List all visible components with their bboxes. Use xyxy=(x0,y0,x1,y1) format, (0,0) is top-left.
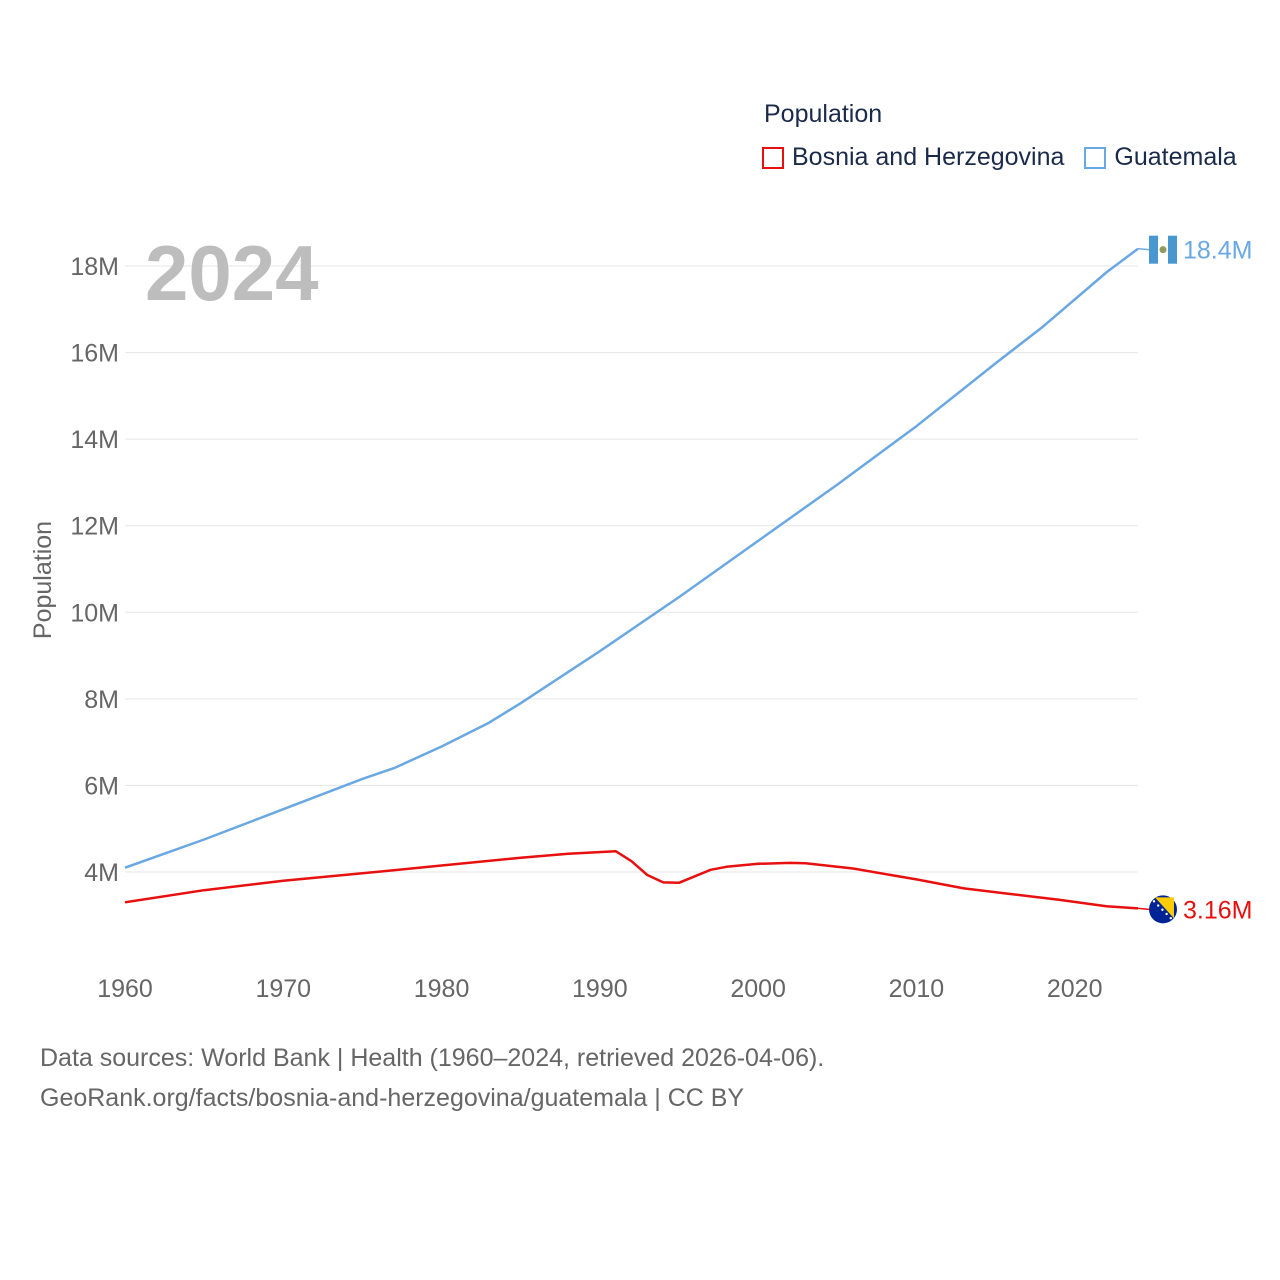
series-line-bosnia-and-herzegovina xyxy=(124,849,1139,910)
bosnia-flag-icon xyxy=(1149,895,1177,924)
legend-item-guatemala[interactable]: Guatemala xyxy=(1084,143,1237,172)
x-tick-label: 1980 xyxy=(414,975,470,1003)
x-tick-label: 1990 xyxy=(572,975,628,1003)
legend-title: Population xyxy=(764,100,883,128)
end-marks: 18.4M 3.16M xyxy=(1137,235,1252,924)
x-tick-label: 1960 xyxy=(97,975,153,1003)
bosnia-flag-star xyxy=(1152,900,1156,903)
end-connector xyxy=(1137,247,1150,251)
bosnia-flag-star xyxy=(1169,916,1173,920)
legend: Bosnia and Herzegovina Guatemala xyxy=(762,143,1257,172)
x-tick-label: 2020 xyxy=(1047,975,1103,1003)
y-tick-label: 8M xyxy=(84,686,119,714)
grid xyxy=(125,265,1138,873)
series-lines xyxy=(124,247,1139,910)
legend-label-guatemala: Guatemala xyxy=(1114,143,1237,171)
y-tick-label: 18M xyxy=(70,253,119,281)
legend-swatch-guatemala xyxy=(1084,146,1107,169)
x-tick-label: 2010 xyxy=(889,975,945,1003)
series-line-guatemala xyxy=(124,247,1139,869)
footer-url: GeoRank.org/facts/bosnia-and-herzegovina… xyxy=(40,1084,745,1112)
guatemala-flag-emblem xyxy=(1159,246,1167,254)
end-label-bosnia-and-herzegovina: 3.16M xyxy=(1183,896,1252,924)
guatemala-flag-right xyxy=(1168,235,1177,264)
x-tick-label: 2000 xyxy=(730,975,786,1003)
x-ticks: 1960 1970 1980 1990 2000 2010 2020 xyxy=(97,975,1102,1003)
guatemala-flag-icon xyxy=(1149,235,1177,264)
bosnia-flag-triangle xyxy=(1155,897,1174,919)
footer-source: Data sources: World Bank | Health (1960–… xyxy=(40,1044,825,1072)
bosnia-flag-star xyxy=(1161,908,1164,911)
y-axis-label: Population xyxy=(29,521,57,639)
bosnia-flag-star xyxy=(1165,912,1168,916)
y-ticks: 4M 6M 8M 10M 12M 14M 16M 18M xyxy=(70,253,119,887)
bosnia-flag-star xyxy=(1157,904,1160,907)
y-tick-label: 12M xyxy=(70,513,119,541)
legend-swatch-bosnia xyxy=(762,146,784,169)
y-tick-label: 10M xyxy=(70,599,119,627)
end-label-guatemala: 18.4M xyxy=(1183,237,1252,265)
y-tick-label: 14M xyxy=(70,426,119,454)
end-connector xyxy=(1137,907,1150,911)
y-tick-label: 16M xyxy=(70,340,119,368)
x-tick-label: 1970 xyxy=(255,975,311,1003)
y-tick-label: 6M xyxy=(84,772,119,800)
y-tick-label: 4M xyxy=(84,859,119,887)
legend-item-bosnia[interactable]: Bosnia and Herzegovina xyxy=(762,143,1064,172)
year-display: 2024 xyxy=(145,229,319,317)
guatemala-flag-left xyxy=(1149,235,1158,264)
legend-label-bosnia: Bosnia and Herzegovina xyxy=(792,143,1065,171)
